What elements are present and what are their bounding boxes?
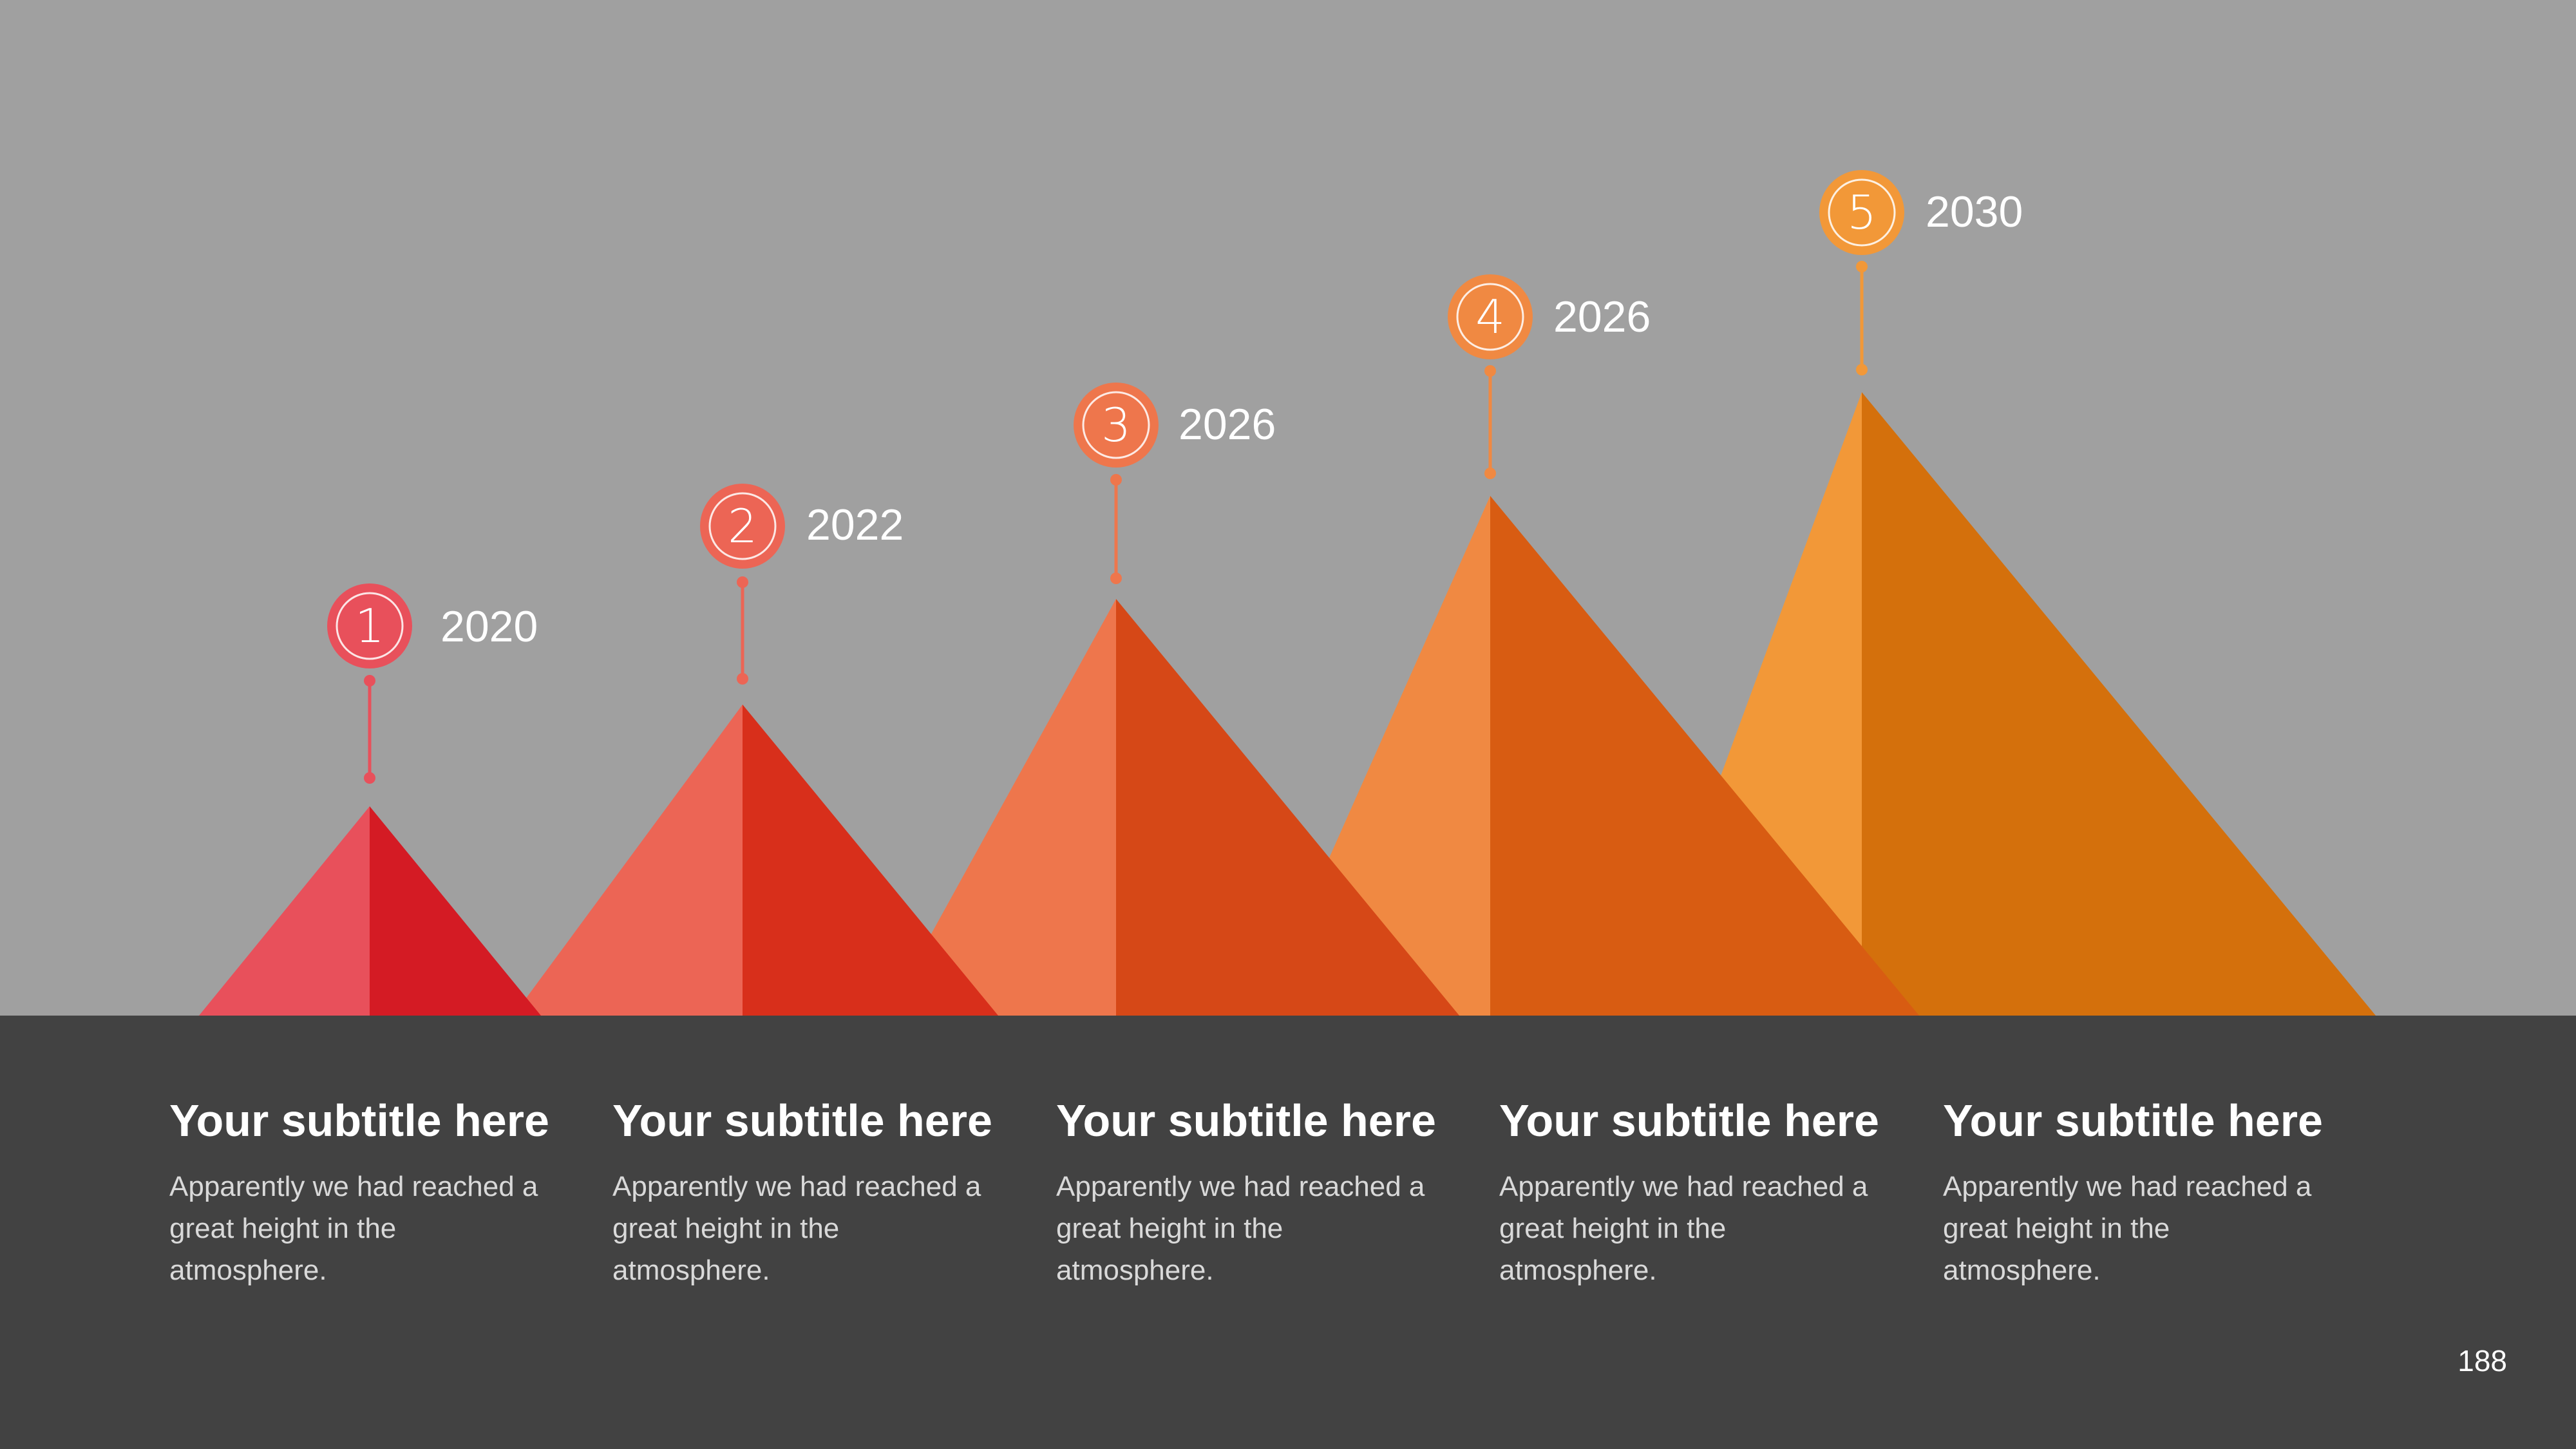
description: Apparently we had reached a great height… [1056,1171,1425,1286]
connector-dot [1856,261,1868,272]
connector-dot [737,576,748,588]
marker-number: 4 [1475,290,1505,344]
marker-ring [1082,391,1150,459]
milestone-column-5: Your subtitle here Apparently we had rea… [1943,1094,2355,1291]
subtitle: Your subtitle here [1499,1095,1879,1146]
year-label-3: 2026 [1179,400,1276,449]
description: Apparently we had reached a great height… [169,1171,538,1286]
marker-circle [327,583,412,668]
marker-ring [708,492,777,560]
mountain-light-face [199,806,370,1016]
mountain-shadow-face [743,705,998,1016]
marker-ring [336,592,404,660]
marker-3: 3 [1074,383,1159,584]
connector-dot [1484,468,1496,479]
subtitle: Your subtitle here [1056,1095,1436,1146]
description: Apparently we had reached a great height… [612,1171,981,1286]
mountain-shadow-face [1490,496,1919,1016]
mountain-1 [199,806,541,1016]
marker-4: 4 [1448,274,1533,479]
year-label-2: 2022 [806,500,904,549]
milestone-column-2: Your subtitle here Apparently we had rea… [612,1094,1025,1291]
mountain-2 [513,705,998,1016]
marker-number: 3 [1101,398,1131,452]
year-label-5: 2030 [1926,187,2023,236]
description: Apparently we had reached a great height… [1943,1171,2312,1286]
milestone-column-3: Your subtitle here Apparently we had rea… [1056,1094,1468,1291]
connector-dot [1110,474,1122,486]
marker-circle [700,484,785,569]
marker-circle [1074,383,1159,468]
description: Apparently we had reached a great height… [1499,1171,1868,1286]
year-label-4: 2026 [1553,292,1651,341]
milestone-column-4: Your subtitle here Apparently we had rea… [1499,1094,1911,1291]
mountain-shadow-face [1862,392,2376,1016]
marker-2: 2 [700,484,785,685]
bottom-panel [0,1016,2576,1449]
mountain-shadow-face [370,806,541,1016]
marker-number: 1 [355,599,384,653]
page-number: 188 [2458,1344,2507,1378]
connector-dot [1484,365,1496,377]
mountain-3 [886,599,1459,1016]
marker-ring [1456,283,1524,351]
subtitle: Your subtitle here [1943,1095,2323,1146]
subtitle: Your subtitle here [612,1095,992,1146]
marker-5: 5 [1819,170,1904,375]
connector-dot [364,675,375,687]
marker-ring [1828,178,1896,247]
mountain-light-face [886,599,1116,1016]
mountain-shadow-face [1116,599,1459,1016]
marker-1: 1 [327,583,412,784]
milestone-column-1: Your subtitle here Apparently we had rea… [169,1094,582,1291]
connector-dot [1110,573,1122,584]
marker-circle [1448,274,1533,359]
marker-number: 5 [1847,185,1877,240]
marker-number: 2 [728,499,757,553]
connector-dot [364,772,375,784]
subtitle: Your subtitle here [169,1095,549,1146]
connector-dot [1856,364,1868,375]
connector-dot [737,673,748,685]
mountain-light-face [513,705,743,1016]
marker-circle [1819,170,1904,255]
year-label-1: 2020 [440,602,538,651]
